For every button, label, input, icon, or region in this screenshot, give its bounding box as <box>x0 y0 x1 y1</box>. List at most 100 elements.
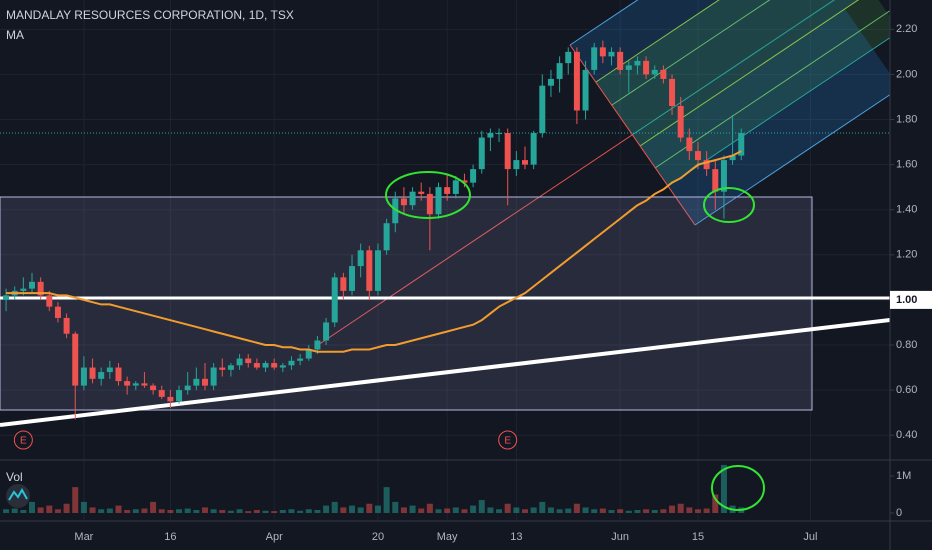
volume-bar <box>323 505 330 513</box>
candle-body <box>340 277 347 291</box>
volume-bar <box>565 508 572 513</box>
volume-bar <box>54 509 61 513</box>
volume-bar <box>660 509 667 513</box>
candle-body <box>409 191 416 206</box>
candle-body <box>366 250 373 291</box>
volume-bar <box>669 505 676 513</box>
candle-body <box>513 160 520 170</box>
volume-bar <box>496 509 503 513</box>
candle-body <box>426 193 433 215</box>
volume-bar <box>694 509 701 513</box>
volume-bar <box>72 487 79 513</box>
candle-body <box>297 358 304 361</box>
candle-body <box>729 155 736 161</box>
volume-bar <box>418 508 425 513</box>
moving-average <box>6 150 742 353</box>
volume-bar <box>720 464 727 513</box>
volume-bar <box>245 511 252 513</box>
candle-body <box>115 367 122 382</box>
volume-bar <box>547 507 554 513</box>
candle-body <box>418 191 425 194</box>
volume-bar <box>340 507 347 513</box>
volume-bar <box>522 509 529 513</box>
y-tick-label: 2.20 <box>896 23 917 35</box>
highlight-ellipse <box>703 187 755 223</box>
volume-bar <box>262 510 269 513</box>
price <box>0 40 890 420</box>
candle-body <box>591 47 598 70</box>
volume-bar <box>470 505 477 513</box>
volume-bar <box>271 511 278 513</box>
candle-body <box>167 396 174 402</box>
candle-body <box>80 367 87 386</box>
volume-bar <box>383 487 390 513</box>
pitchfork-line <box>694 94 890 226</box>
candle-body <box>374 250 381 291</box>
candle-body <box>89 367 96 379</box>
drawings <box>0 0 890 427</box>
candle-body <box>331 277 338 323</box>
volume-bar <box>409 505 416 513</box>
candle-body <box>565 51 572 64</box>
volume-bar <box>426 503 433 513</box>
candle-body <box>582 69 589 111</box>
highlights <box>385 171 765 511</box>
candle-body <box>219 367 226 370</box>
volume-bar <box>513 507 520 513</box>
candle-body <box>236 358 243 366</box>
candle-body <box>184 385 191 391</box>
pitchfork-lines <box>317 0 890 346</box>
y-tick-label: 0.40 <box>896 429 917 441</box>
candle-body <box>46 295 53 307</box>
range-box <box>0 196 813 411</box>
volume-bar <box>703 508 710 513</box>
candle-body <box>522 160 529 165</box>
x-tick-label: Jun <box>611 531 629 543</box>
x-tick-label: May <box>437 531 458 543</box>
volume-bar <box>556 509 563 513</box>
candle-body <box>253 363 260 368</box>
volume-bar <box>132 509 139 513</box>
volume-bar <box>478 500 485 513</box>
volume-bar <box>150 501 157 513</box>
earnings-label: E <box>504 436 511 447</box>
candle-body <box>573 51 580 111</box>
volume-bar <box>366 503 373 513</box>
y-tick-label: 0.60 <box>896 384 917 396</box>
candle-body <box>487 133 494 138</box>
pitchfork-line <box>654 10 890 169</box>
candle-body <box>323 322 330 341</box>
candle-body <box>305 349 312 359</box>
volume-bar <box>599 508 606 513</box>
volume-bar <box>349 505 356 513</box>
y-tick-label: 2.00 <box>896 68 917 80</box>
volume-bar <box>677 503 684 513</box>
candle-body <box>54 306 61 318</box>
candle-body <box>669 78 676 106</box>
x-tick-label: 20 <box>372 531 384 543</box>
candle-body <box>63 317 70 334</box>
axes: 0.40 0.60 0.80 1.00 1.20 1.40 1.60 1.80 2.00 2.20… <box>74 23 932 543</box>
candle-body <box>686 137 693 152</box>
volume-bar <box>357 507 364 513</box>
volume-bar <box>89 507 96 513</box>
candle-body <box>271 363 278 368</box>
volume-bar <box>201 507 208 513</box>
volume-bar <box>651 510 658 513</box>
candle-body <box>158 390 165 397</box>
y-tick-label: 0.80 <box>896 339 917 351</box>
volume-bar <box>63 503 70 513</box>
candle-body <box>141 383 148 386</box>
volume-bar <box>115 505 122 513</box>
volume-tick-label: 1M <box>896 470 911 482</box>
x-tick-label: 13 <box>510 531 522 543</box>
y-tick-label: 1.40 <box>896 204 917 216</box>
volume-bar <box>634 510 641 513</box>
candle-body <box>660 69 667 79</box>
volume-bar <box>98 509 105 513</box>
candle-body <box>37 281 44 296</box>
volume-bar <box>37 507 44 513</box>
candle-body <box>677 105 684 138</box>
candle-body <box>625 65 632 70</box>
